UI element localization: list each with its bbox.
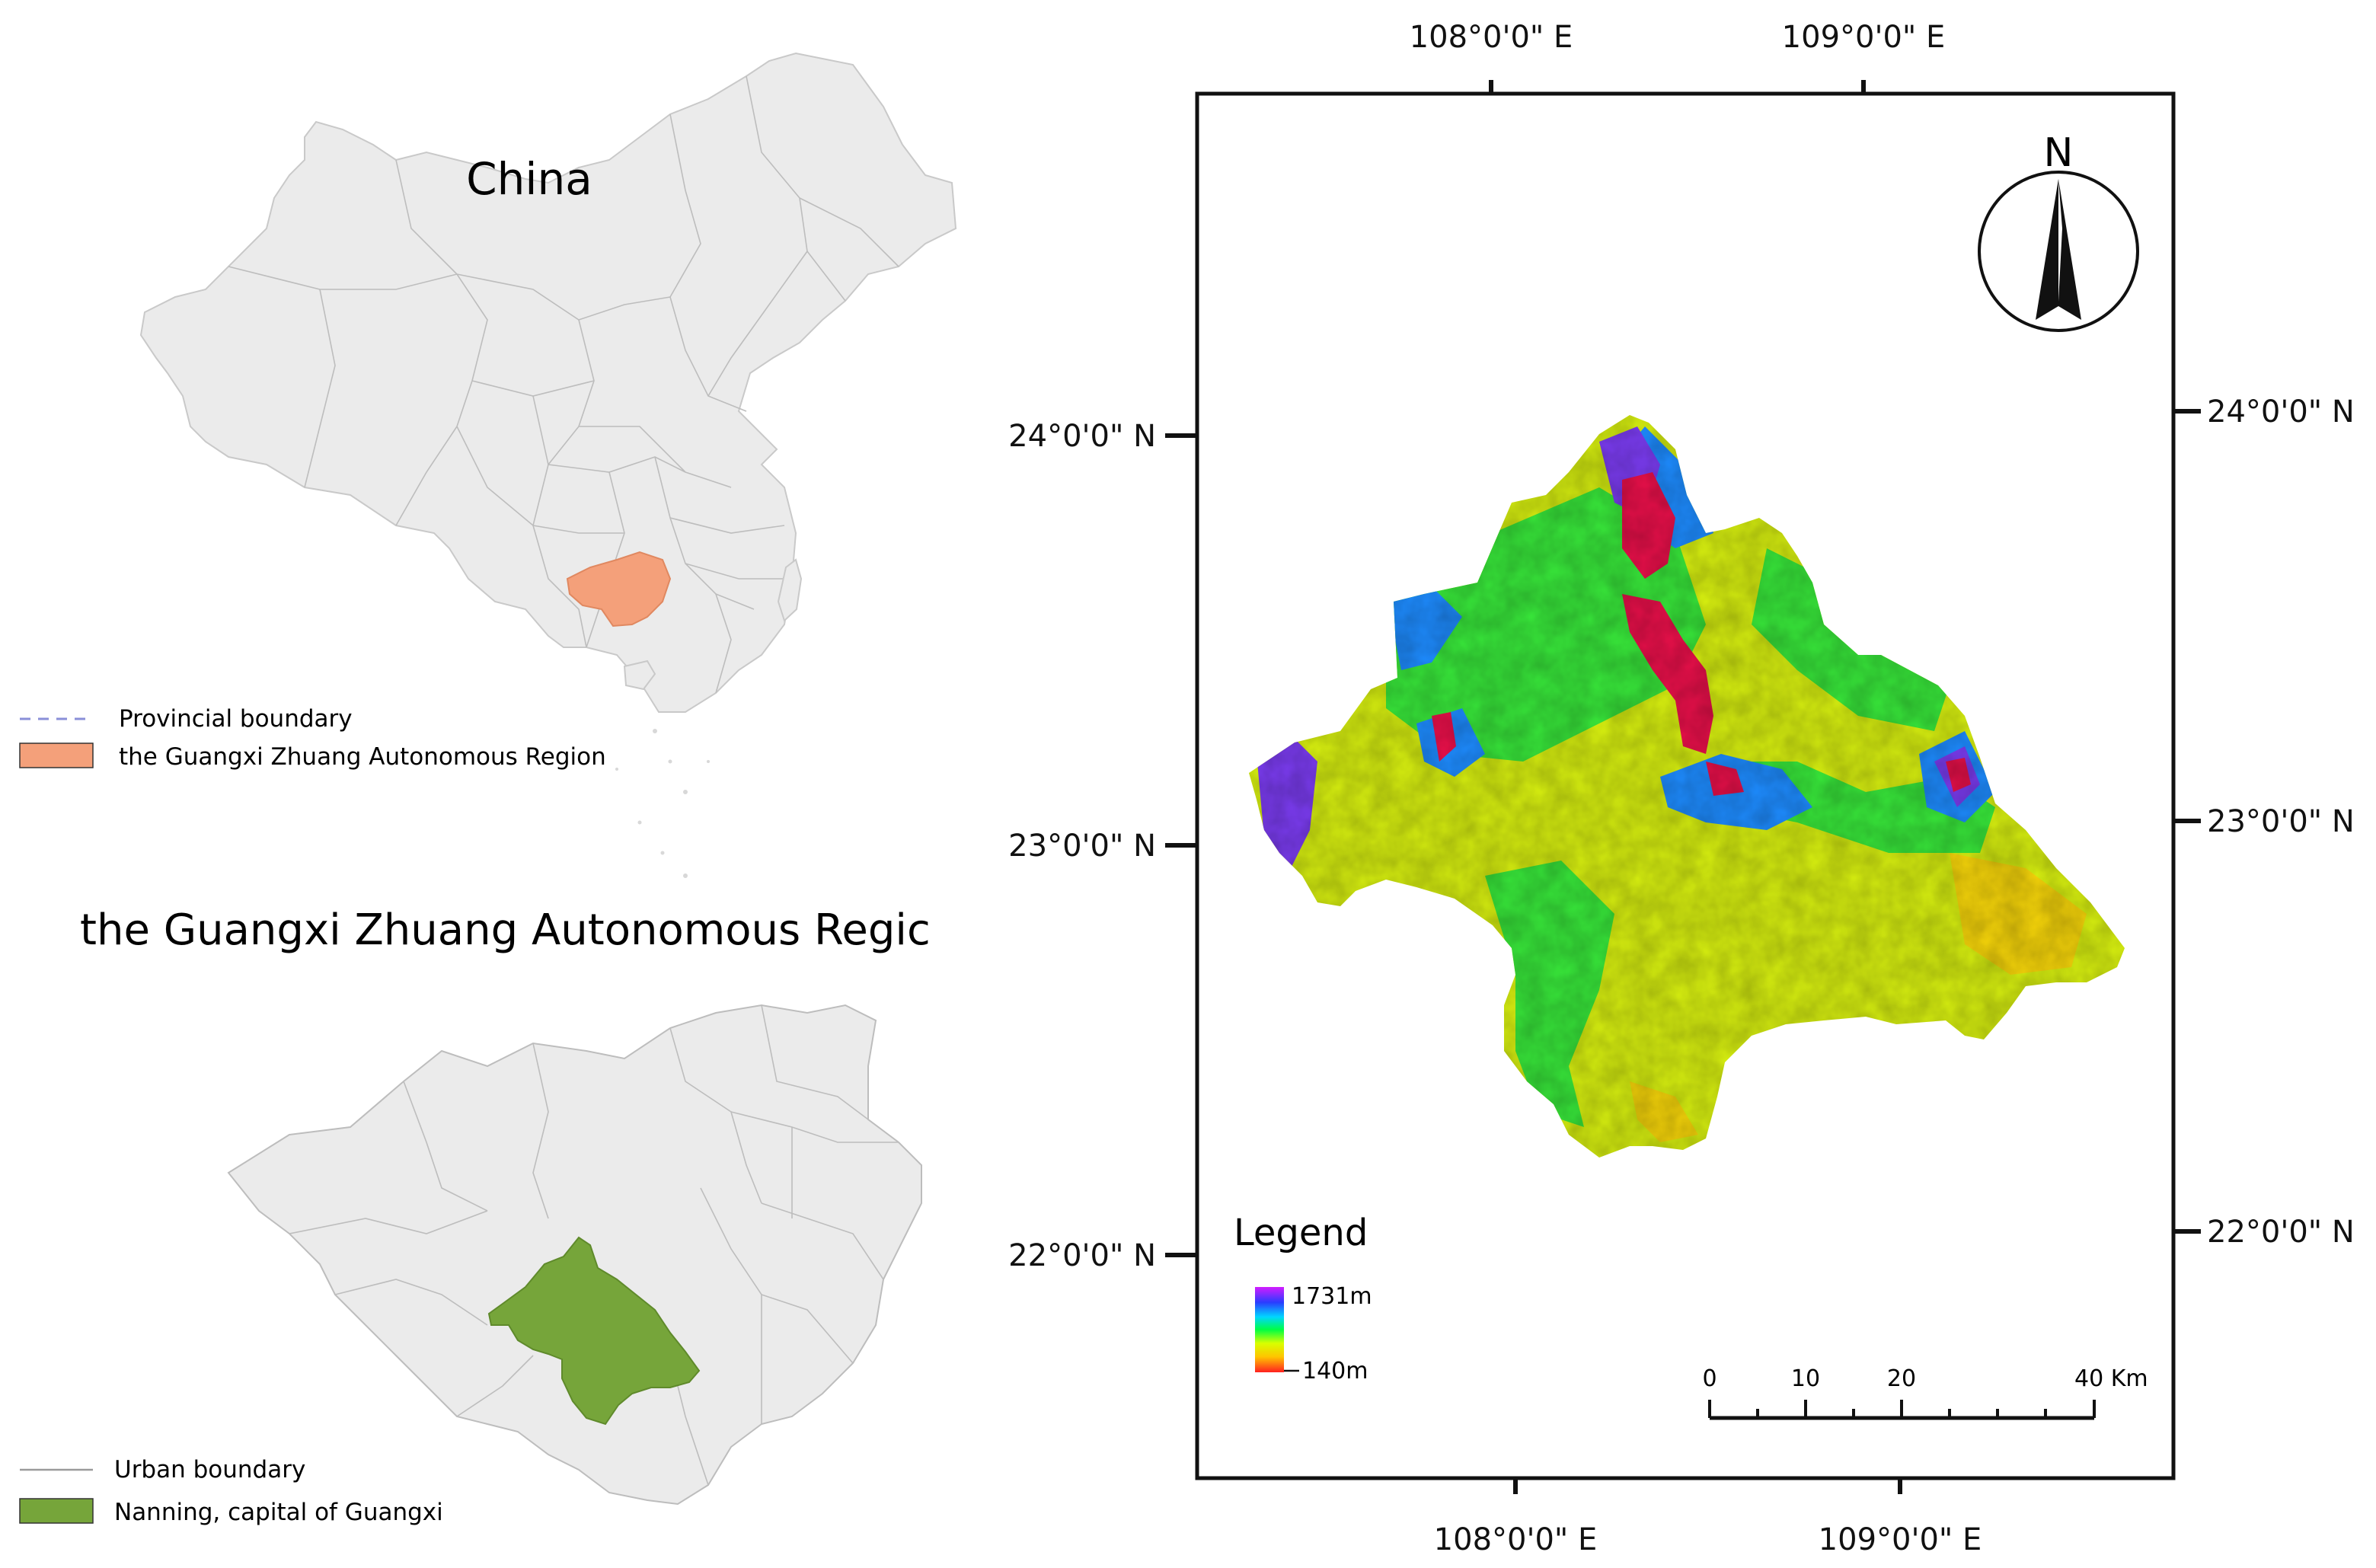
urban-boundaries	[289, 1004, 899, 1486]
guangxi-panel: the Guangxi Zhuang Autonomous Regic Urba…	[19, 905, 931, 1526]
guangxi-legend: Urban boundary Nanning, capital of Guang…	[19, 1456, 443, 1526]
bottom-longitude-axis: 108°0'0" E 109°0'0" E	[1434, 1478, 1982, 1557]
china-title: China	[466, 153, 592, 205]
orange-swatch-icon	[19, 742, 94, 768]
right-latitude-axis: 24°0'0" N 23°0'0" N 22°0'0" N	[2173, 394, 2355, 1250]
elevation-color-ramp	[1255, 1287, 1284, 1372]
legend-label-provincial: Provincial boundary	[119, 705, 353, 733]
legend-min-label: 140m	[1302, 1358, 1368, 1384]
elevation-legend: Legend 1731m 140m	[1234, 1212, 1372, 1384]
top-lon-label-108: 108°0'0" E	[1410, 20, 1573, 55]
south-sea-islands	[615, 729, 710, 878]
guangxi-highlight	[566, 551, 672, 628]
scale-bar: 0 10 20 40 Km	[1702, 1365, 2148, 1420]
left-lat-label-23: 23°0'0" N	[1008, 829, 1156, 864]
hainan-island	[623, 659, 656, 691]
left-latitude-axis: 24°0'0" N 23°0'0" N 22°0'0" N	[1008, 419, 1197, 1273]
top-longitude-axis: 108°0'0" E 109°0'0" E	[1410, 20, 1946, 94]
taiwan-island	[777, 558, 803, 622]
right-lat-label-24: 24°0'0" N	[2207, 394, 2355, 430]
bottom-lon-label-109: 109°0'0" E	[1819, 1522, 1982, 1557]
china-panel: China Provincial boundary the Guangxi Zh…	[19, 52, 957, 878]
nanning-highlight	[487, 1236, 701, 1426]
left-lat-label-24: 24°0'0" N	[1008, 419, 1156, 454]
scale-tick-0: 0	[1702, 1365, 1717, 1392]
north-arrow: N	[1978, 130, 2139, 332]
china-landmass	[139, 52, 957, 713]
scale-tick-40: 40 Km	[2074, 1365, 2148, 1392]
legend-label-nanning: Nanning, capital of Guangxi	[114, 1499, 443, 1526]
legend-label-urban: Urban boundary	[114, 1456, 305, 1483]
nanning-map-panel: 108°0'0" E 109°0'0" E 108°0'0" E 109°0'0…	[1008, 20, 2355, 1557]
legend-label-guangxi: the Guangxi Zhuang Autonomous Region	[119, 743, 606, 771]
scale-tick-20: 20	[1887, 1365, 1916, 1392]
guangxi-title: the Guangxi Zhuang Autonomous Regic	[80, 905, 931, 955]
green-swatch-icon	[19, 1498, 94, 1524]
provincial-boundaries	[228, 75, 899, 694]
scale-tick-10: 10	[1791, 1365, 1820, 1392]
right-lat-label-22: 22°0'0" N	[2207, 1215, 2355, 1250]
legend-title: Legend	[1234, 1212, 1368, 1254]
top-lon-label-109: 109°0'0" E	[1782, 20, 1946, 55]
legend-max-label: 1731m	[1292, 1283, 1372, 1310]
right-lat-label-23: 23°0'0" N	[2207, 804, 2355, 839]
left-lat-label-22: 22°0'0" N	[1008, 1238, 1156, 1273]
north-arrow-label: N	[2044, 130, 2074, 176]
bottom-lon-label-108: 108°0'0" E	[1434, 1522, 1598, 1557]
china-legend: Provincial boundary the Guangxi Zhuang A…	[19, 705, 606, 771]
